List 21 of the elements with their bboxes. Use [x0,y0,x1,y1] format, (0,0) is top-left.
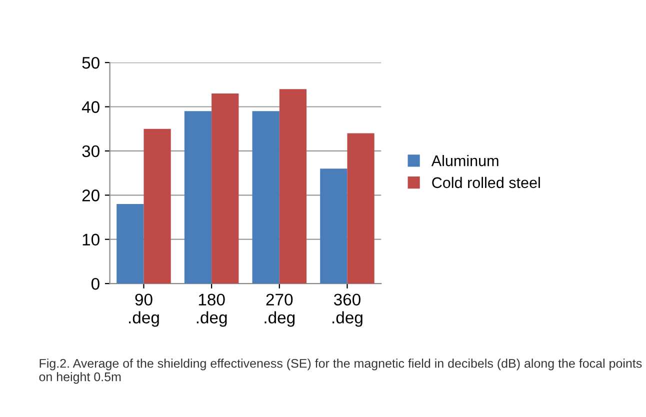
bar [144,128,171,284]
y-tick-label: 30 [82,145,100,158]
y-tick-label: 0 [91,278,100,290]
x-tick-label: 90 .deg [129,294,159,327]
x-tick-label: 360 .deg [332,294,362,327]
y-tick-label: 10 [82,234,100,246]
y-tick-label: 20 [82,190,100,202]
bar [320,168,348,284]
caption: Fig.2. Average of the shielding effectiveness (SE) for the magnetic field in decibels (dB) along the focal points on height 0.5m [39,358,642,384]
bar [279,89,307,284]
legend-label: Aluminum [431,154,498,166]
legend-label: Cold rolled steel [432,176,540,188]
y-tick-label: 50 [82,56,100,69]
bar [252,111,280,284]
x-tick-label: 180 .deg [196,294,227,327]
bar [184,111,212,284]
bar [212,93,239,284]
x-tick-label: 270 .deg [264,294,295,327]
y-tick-label: 40 [82,101,100,113]
bar [116,204,144,284]
bar [347,133,374,284]
